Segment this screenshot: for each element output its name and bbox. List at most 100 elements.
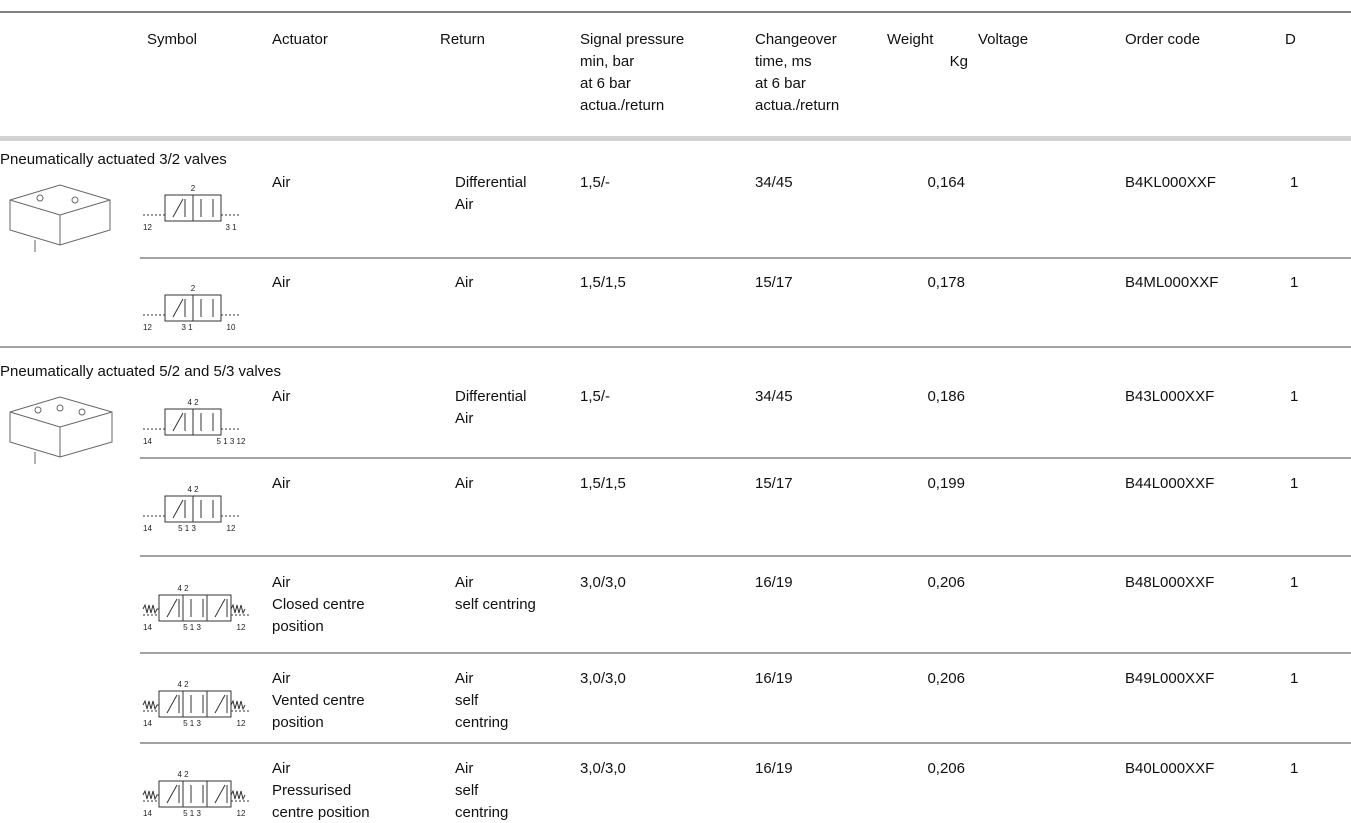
header-rule (0, 136, 1351, 141)
actuator: Vented centre (272, 692, 365, 709)
weight: 0,178 (927, 274, 965, 291)
changeover-time: 34/45 (755, 388, 793, 405)
signal-pressure: 3,0/3,0 (580, 574, 626, 591)
return: Air (455, 274, 474, 291)
return: centring (455, 804, 509, 821)
valve-arrow (172, 198, 184, 218)
valve-arrow (172, 412, 184, 432)
symbol-label: 5 1 3 12 (216, 437, 246, 446)
actuator: Air (272, 274, 291, 291)
symbol-label: 14 (143, 719, 152, 728)
changeover-time: 15/17 (755, 475, 793, 492)
return: Differential (455, 388, 527, 405)
weight: 0,206 (927, 670, 965, 687)
spring (230, 789, 246, 801)
d: 1 (1290, 274, 1299, 291)
symbol-label: 4 2 (187, 398, 199, 407)
header-label: Order code (1125, 31, 1201, 48)
actuator: Air (272, 760, 291, 777)
valve-box (192, 408, 222, 436)
symbol-label: 12 (236, 719, 246, 728)
actuator: position (272, 618, 324, 635)
return: self centring (455, 596, 536, 613)
signal-pressure: 3,0/3,0 (580, 760, 626, 777)
return: Air (455, 760, 474, 777)
header-label: Symbol (147, 31, 198, 48)
actuator: Air (272, 475, 291, 492)
return: centring (455, 714, 509, 731)
symbol-label: 12 (236, 623, 246, 632)
header-label: Kg (949, 53, 968, 70)
valve-box (192, 495, 222, 523)
signal-pressure: 1,5/1,5 (580, 274, 626, 291)
section-title: Pneumatically actuated 3/2 valves (0, 151, 227, 168)
valve-box (164, 408, 194, 436)
valve-arrow (166, 784, 178, 804)
valve-arrow (172, 298, 184, 318)
symbol-label: 5 1 3 (183, 809, 201, 818)
changeover-time: 16/19 (755, 574, 793, 591)
symbol-label: 5 1 3 (183, 623, 201, 632)
product-image (9, 184, 111, 252)
spring (230, 603, 246, 615)
valve-box (206, 780, 232, 808)
valve-box (164, 294, 194, 322)
valve-arrow (166, 694, 178, 714)
header-label: at 6 bar (580, 75, 631, 92)
valve-box (164, 194, 194, 222)
header-label: D (1285, 31, 1296, 48)
symbol-label: 3 1 (181, 323, 193, 332)
section-title: Pneumatically actuated 5/2 and 5/3 valve… (0, 363, 282, 380)
symbol-label: 5 1 3 (178, 524, 196, 533)
d: 1 (1290, 760, 1299, 777)
d: 1 (1290, 475, 1299, 492)
header-label: Signal pressure (580, 31, 685, 48)
symbol-label: 2 (190, 184, 196, 193)
header-label: Return (440, 31, 486, 48)
symbol-label: 4 2 (177, 680, 189, 689)
valve-box (192, 194, 222, 222)
actuator: Air (272, 670, 291, 687)
header-label: Actuator (272, 31, 328, 48)
valve-box (164, 495, 194, 523)
d: 1 (1290, 670, 1299, 687)
symbol-label: 14 (143, 623, 152, 632)
actuator: Air (272, 574, 291, 591)
order-code: B43L000XXF (1125, 388, 1215, 405)
valve-arrow (214, 694, 226, 714)
symbol-label: 12 (226, 524, 236, 533)
order-code: B44L000XXF (1125, 475, 1215, 492)
d: 1 (1290, 574, 1299, 591)
valve-box (192, 294, 222, 322)
valve-box (206, 594, 232, 622)
order-code: B48L000XXF (1125, 574, 1215, 591)
changeover-time: 15/17 (755, 274, 793, 291)
header-label: time, ms (755, 53, 812, 70)
header-label: actua./return (755, 97, 840, 114)
symbol-label: 14 (143, 524, 152, 533)
signal-pressure: 1,5/1,5 (580, 475, 626, 492)
order-code: B40L000XXF (1125, 760, 1215, 777)
spring (142, 603, 159, 615)
order-code: B4KL000XXF (1125, 174, 1216, 191)
return: Air (455, 574, 474, 591)
signal-pressure: 3,0/3,0 (580, 670, 626, 687)
changeover-time: 16/19 (755, 760, 793, 777)
symbol-label: 12 (236, 809, 246, 818)
signal-pressure: 1,5/- (580, 174, 611, 191)
actuator: centre position (272, 804, 370, 821)
symbol-label: 5 1 3 (183, 719, 201, 728)
spring (142, 699, 159, 711)
return: Air (455, 196, 474, 213)
symbol-label: 12 (143, 223, 152, 232)
actuator: Air (272, 388, 291, 405)
header-label: Voltage (978, 31, 1029, 48)
spring (230, 699, 246, 711)
actuator: Pressurised (272, 782, 352, 799)
weight: 0,164 (927, 174, 965, 191)
return: self (455, 692, 479, 709)
actuator: position (272, 714, 324, 731)
valve-arrow (172, 499, 184, 519)
symbol-label: 4 2 (187, 485, 199, 494)
